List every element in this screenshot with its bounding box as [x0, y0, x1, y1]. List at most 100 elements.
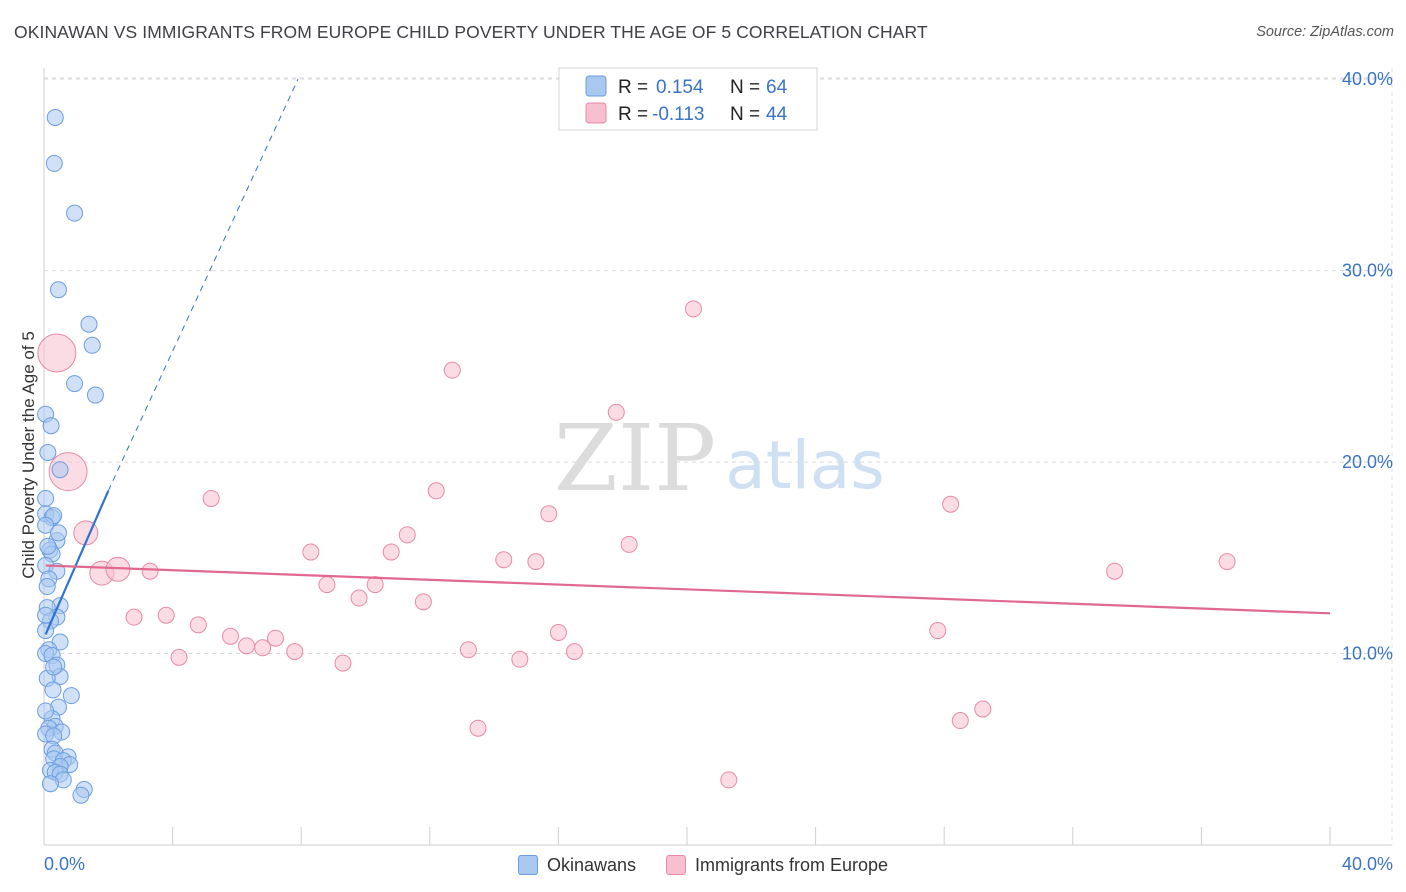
- pink-point: [549, 623, 567, 641]
- pink-point: [469, 719, 487, 737]
- pink-series-points: [37, 300, 1236, 789]
- blue-point: [45, 658, 63, 676]
- pink-point: [720, 771, 738, 789]
- blue-point: [46, 108, 64, 126]
- bottom-legend: Okinawans Immigrants from Europe: [0, 852, 1406, 878]
- blue-trend-line: [44, 490, 110, 635]
- stats-legend: R = 0.154 N = 64 R = -0.113 N = 44: [558, 67, 818, 131]
- pink-point: [398, 526, 416, 544]
- blue-point: [72, 786, 90, 804]
- pink-trend-line: [45, 564, 1331, 615]
- legend-swatch-pink: [585, 102, 607, 124]
- x-tick-label-start: 0.0%: [44, 854, 85, 874]
- y-tick-label: 30.0%: [1342, 261, 1393, 281]
- pink-point: [565, 643, 583, 661]
- pink-point: [443, 361, 461, 379]
- pink-point: [125, 608, 143, 626]
- pink-point: [266, 629, 284, 647]
- pink-point: [527, 553, 545, 571]
- blue-point: [80, 315, 98, 333]
- okinawans-swatch: [517, 855, 538, 875]
- source-label: Source: ZipAtlas.com: [1256, 24, 1394, 40]
- y-axis-title: Child Poverty Under the Age of 5: [19, 331, 38, 579]
- blue-point: [37, 516, 55, 534]
- legend-swatch-blue: [585, 75, 607, 97]
- legend-r-label-1: R =: [618, 77, 648, 98]
- blue-point: [66, 375, 84, 393]
- blue-point: [38, 578, 56, 596]
- pink-point: [540, 505, 558, 523]
- x-tick-label-end: 40.0%: [1342, 854, 1393, 874]
- tick-labels: 10.0% 20.0% 30.0% 40.0% 0.0% 40.0%: [44, 69, 1393, 874]
- blue-point: [83, 336, 101, 354]
- legend-r-value-1: 0.154: [656, 77, 704, 98]
- blue-point: [49, 524, 67, 542]
- blue-point: [66, 204, 84, 222]
- blue-trend-extension: [107, 78, 299, 492]
- pink-point: [951, 712, 969, 730]
- blue-point: [86, 386, 104, 404]
- blue-point: [37, 702, 55, 720]
- pink-point: [350, 589, 368, 607]
- watermark-zip: ZIP: [554, 405, 716, 512]
- pink-point: [459, 641, 477, 659]
- pink-point: [254, 639, 272, 657]
- blue-point: [62, 687, 80, 705]
- pink-point: [511, 650, 529, 668]
- blue-point: [41, 775, 59, 793]
- pink-point: [286, 643, 304, 661]
- pink-point: [238, 637, 256, 655]
- pink-point: [202, 489, 220, 507]
- blue-point: [45, 154, 63, 172]
- y-tick-label: 20.0%: [1342, 452, 1393, 472]
- gridlines: [44, 77, 1392, 655]
- pink-point: [495, 551, 513, 569]
- legend-label-okinawans: Okinawans: [546, 854, 636, 875]
- blue-point: [39, 537, 57, 555]
- pink-point: [929, 622, 947, 640]
- pink-point: [141, 562, 159, 580]
- pink-point: [414, 593, 432, 611]
- legend-r-value-2: -0.113: [652, 104, 704, 125]
- blue-point: [37, 622, 55, 640]
- pink-point: [189, 616, 207, 634]
- pink-point: [318, 576, 336, 594]
- blue-point: [37, 489, 55, 507]
- pink-point: [942, 495, 960, 513]
- chart-title: OKINAWAN VS IMMIGRANTS FROM EUROPE CHILD…: [14, 22, 928, 42]
- pink-point: [366, 576, 384, 594]
- legend-r-label-2: R =: [618, 104, 648, 125]
- axes: [43, 68, 1393, 846]
- pink-point: [221, 627, 239, 645]
- pink-point: [1218, 553, 1236, 571]
- pink-point: [1106, 562, 1124, 580]
- pink-point: [157, 606, 175, 624]
- pink-point: [607, 403, 625, 421]
- watermark-atlas: atlas: [725, 427, 885, 504]
- pink-point: [170, 648, 188, 666]
- pink-point: [302, 543, 320, 561]
- y-tick-label: 10.0%: [1342, 644, 1393, 664]
- blue-point: [49, 281, 67, 299]
- pink-point: [684, 300, 702, 318]
- blue-series-points: [37, 108, 104, 804]
- immigrants-swatch: [665, 855, 686, 875]
- pink-point: [427, 482, 445, 500]
- legend-n-label-1: N =: [730, 77, 760, 98]
- pink-point: [620, 535, 638, 553]
- legend-n-value-2: 44: [766, 104, 788, 125]
- trend-lines: [44, 78, 1331, 635]
- legend-n-value-1: 64: [766, 77, 788, 98]
- pink-point: [37, 333, 77, 373]
- blue-point: [44, 681, 62, 699]
- legend-n-label-2: N =: [730, 104, 760, 125]
- legend-item-immigrants[interactable]: Immigrants from Europe: [665, 854, 889, 876]
- y-tick-label: 40.0%: [1342, 69, 1393, 89]
- pink-point: [334, 654, 352, 672]
- pink-point: [974, 700, 992, 718]
- legend-label-immigrants: Immigrants from Europe: [694, 854, 889, 875]
- legend-item-okinawans[interactable]: Okinawans: [517, 854, 636, 876]
- blue-point: [42, 417, 60, 435]
- pink-point: [382, 543, 400, 561]
